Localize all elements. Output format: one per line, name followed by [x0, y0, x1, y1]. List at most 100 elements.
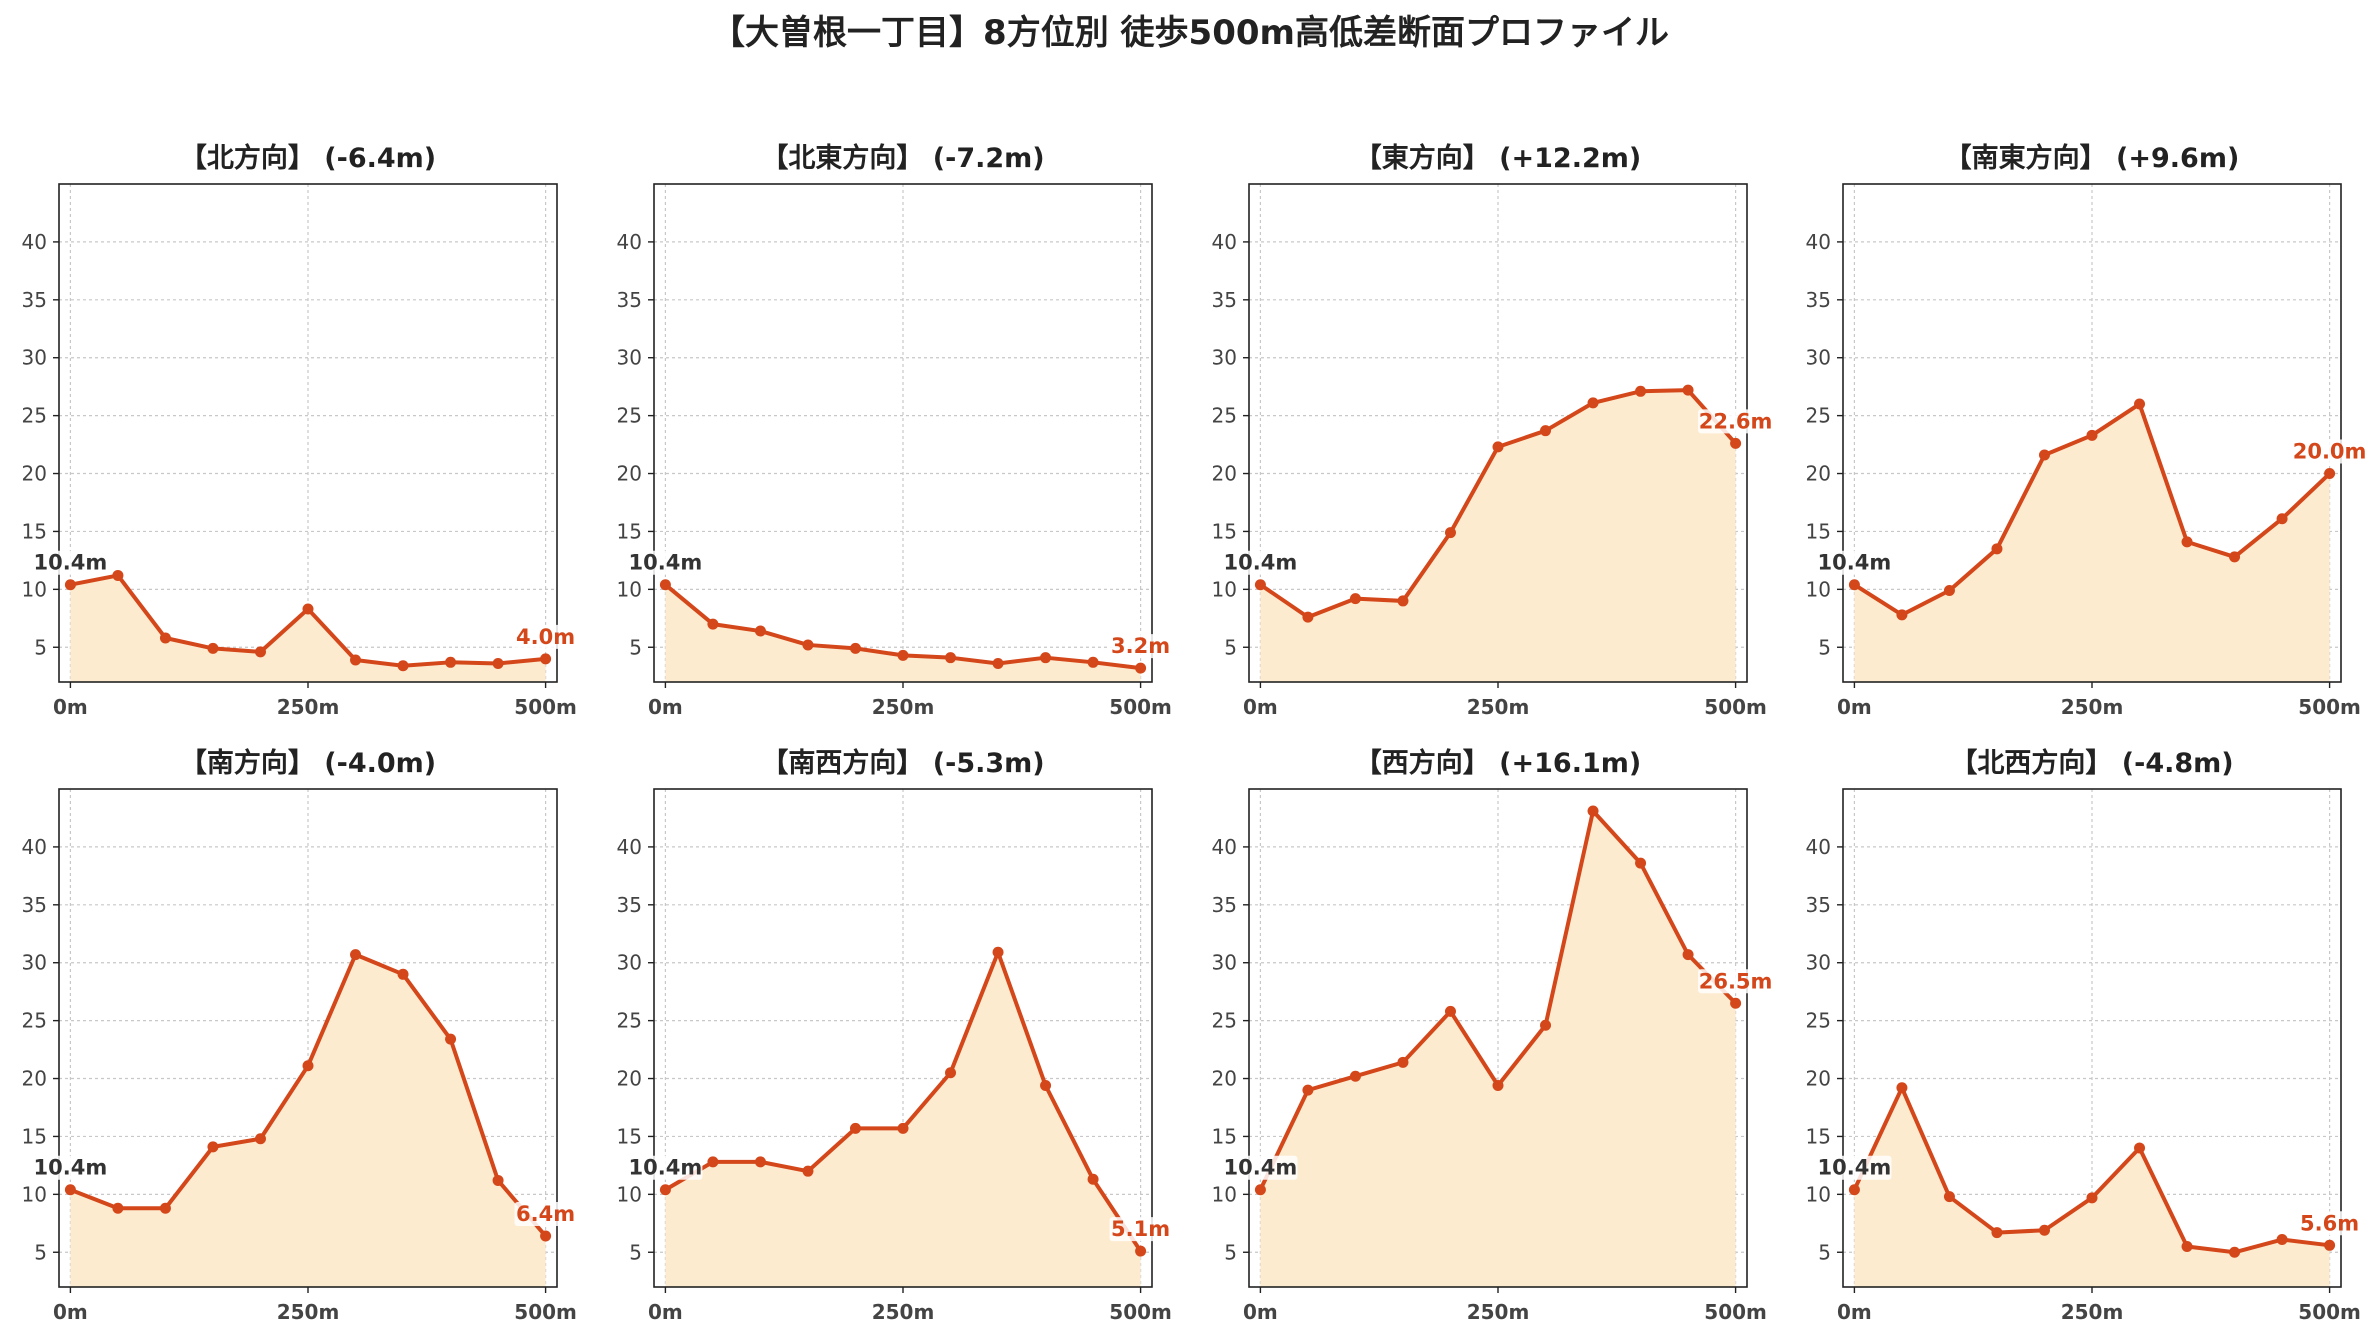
y-tick-label: 35 — [1806, 893, 1831, 917]
elevation-point — [1943, 585, 1955, 597]
elevation-point — [1896, 1082, 1908, 1094]
y-tick-label: 10 — [1212, 577, 1237, 601]
elevation-point — [2276, 1234, 2288, 1246]
elevation-point — [897, 1122, 909, 1134]
elevation-point — [1540, 1019, 1552, 1031]
x-tick-label: 250m — [277, 695, 340, 719]
start-label-box — [1817, 1155, 1892, 1180]
elevation-point — [849, 1122, 861, 1134]
end-label-box — [1698, 969, 1774, 994]
y-tick-label: 40 — [22, 835, 47, 859]
elevation-point — [1040, 1079, 1052, 1091]
elevation-point — [2324, 468, 2336, 480]
elevation-area — [665, 952, 1141, 1287]
elevation-point — [1682, 949, 1694, 961]
elevation-point — [849, 642, 861, 654]
x-tick-label: 0m — [1243, 695, 1278, 719]
elevation-point — [2038, 449, 2050, 461]
start-elevation-label: 10.4m — [1224, 1156, 1298, 1180]
elevation-panel: 5 10 15 20 25 30 35 40 0m 250m 500m 【北方向】 (-6.4m) 10… — [22, 142, 577, 719]
y-tick-label: 15 — [1212, 519, 1237, 543]
elevation-point — [302, 603, 314, 615]
start-elevation-label: 10.4m — [34, 551, 108, 575]
elevation-point — [540, 653, 552, 665]
end-elevation-label: 22.6m — [1699, 409, 1773, 433]
y-tick-label: 30 — [22, 346, 47, 370]
end-elevation-label: 3.2m — [1111, 634, 1170, 658]
x-tick-label: 0m — [1243, 1300, 1278, 1324]
elevation-point — [992, 657, 1004, 669]
y-tick-label: 5 — [34, 635, 47, 659]
x-tick-label: 500m — [514, 695, 577, 719]
elevation-point — [1991, 1227, 2003, 1239]
main-title: 【大曽根一丁目】8方位別 徒歩500m高低差断面プロファイル — [711, 13, 1669, 53]
y-tick-label: 30 — [1806, 346, 1831, 370]
elevation-panel: 5 10 15 20 25 30 35 40 0m 250m 500m 【東方向】 (+12.2m) 1… — [1212, 142, 1774, 719]
elevation-point — [802, 1165, 814, 1177]
elevation-point — [754, 1156, 766, 1168]
y-tick-label: 25 — [22, 404, 47, 428]
x-tick-label: 500m — [1109, 695, 1172, 719]
y-tick-label: 5 — [1818, 1240, 1831, 1264]
y-tick-label: 20 — [1806, 462, 1831, 486]
y-tick-label: 10 — [1806, 577, 1831, 601]
elevation-point — [1991, 543, 2003, 555]
y-tick-label: 25 — [1806, 404, 1831, 428]
elevation-point — [2229, 551, 2241, 563]
elevation-area — [1854, 404, 2330, 682]
panel-title: 【北西方向】 (-4.8m) — [1950, 747, 2233, 779]
y-tick-label: 10 — [617, 577, 642, 601]
panel-title: 【北方向】 (-6.4m) — [180, 142, 436, 174]
start-label-box — [33, 550, 108, 575]
x-tick-label: 500m — [1704, 1300, 1767, 1324]
elevation-point — [1135, 662, 1147, 674]
elevation-point — [112, 569, 124, 581]
y-tick-label: 35 — [1806, 288, 1831, 312]
y-tick-label: 25 — [1212, 404, 1237, 428]
elevation-point — [945, 1067, 957, 1079]
elevation-point — [2134, 1142, 2146, 1154]
elevation-point — [1087, 1173, 1099, 1185]
end-label-box — [1109, 1217, 1172, 1242]
elevation-point — [2181, 536, 2193, 548]
y-tick-label: 20 — [617, 462, 642, 486]
end-label-box — [514, 1202, 577, 1227]
elevation-point — [2086, 429, 2098, 441]
end-elevation-label: 20.0m — [2293, 440, 2367, 464]
y-tick-label: 35 — [22, 893, 47, 917]
elevation-point — [64, 579, 76, 591]
y-tick-label: 15 — [617, 1124, 642, 1148]
start-elevation-label: 10.4m — [34, 1156, 108, 1180]
elevation-point — [397, 660, 409, 672]
x-tick-label: 500m — [1704, 695, 1767, 719]
y-tick-label: 20 — [22, 1067, 47, 1091]
end-elevation-label: 6.4m — [516, 1202, 575, 1226]
panel-title: 【西方向】 (+16.1m) — [1355, 747, 1641, 779]
elevation-point — [1397, 595, 1409, 607]
x-tick-label: 0m — [53, 695, 88, 719]
x-tick-label: 250m — [872, 695, 935, 719]
elevation-point — [445, 656, 457, 668]
elevation-point — [112, 1202, 124, 1214]
elevation-point — [1349, 593, 1361, 605]
elevation-point — [707, 618, 719, 630]
y-tick-label: 20 — [1212, 462, 1237, 486]
y-tick-label: 20 — [22, 462, 47, 486]
elevation-point — [1492, 1079, 1504, 1091]
y-tick-label: 20 — [617, 1067, 642, 1091]
elevation-area — [1260, 811, 1736, 1287]
elevation-point — [350, 654, 362, 666]
elevation-point — [1848, 579, 1860, 591]
start-label-box — [628, 1155, 703, 1180]
elevation-point — [1635, 385, 1647, 397]
y-tick-label: 15 — [617, 519, 642, 543]
y-tick-label: 25 — [617, 1009, 642, 1033]
y-tick-label: 10 — [22, 1182, 47, 1206]
start-label-box — [1223, 1155, 1298, 1180]
end-elevation-label: 4.0m — [516, 625, 575, 649]
elevation-point — [1349, 1070, 1361, 1082]
start-elevation-label: 10.4m — [1818, 1156, 1892, 1180]
y-tick-label: 15 — [1806, 519, 1831, 543]
